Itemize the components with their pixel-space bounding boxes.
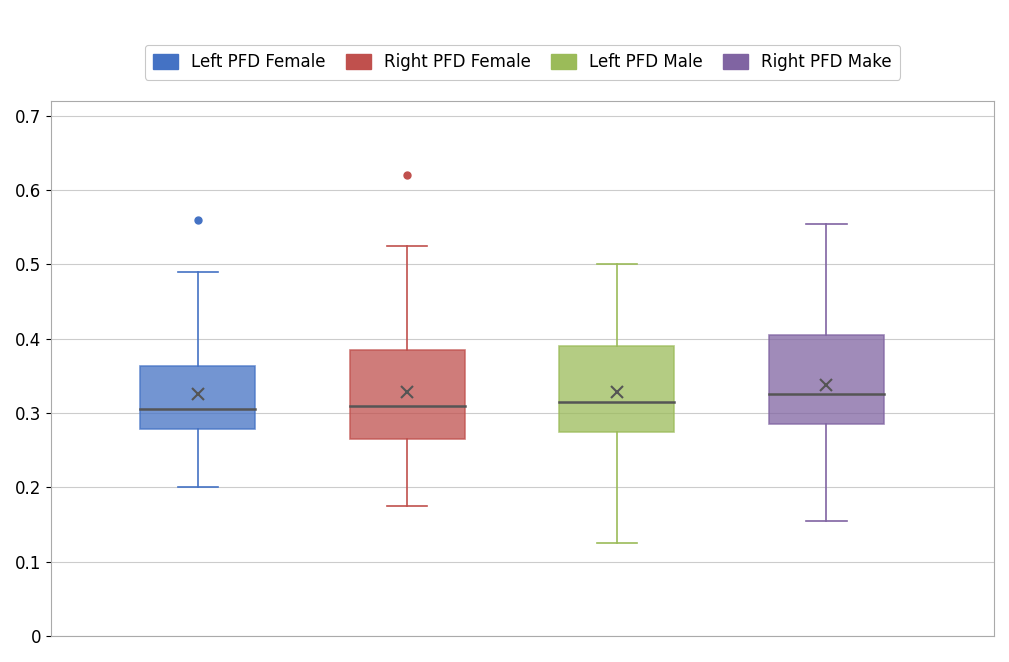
- Bar: [140, 366, 255, 430]
- Legend: Left PFD Female, Right PFD Female, Left PFD Male, Right PFD Make: Left PFD Female, Right PFD Female, Left …: [144, 45, 900, 79]
- Bar: [350, 350, 465, 439]
- Bar: [769, 335, 884, 424]
- Bar: [559, 346, 674, 432]
